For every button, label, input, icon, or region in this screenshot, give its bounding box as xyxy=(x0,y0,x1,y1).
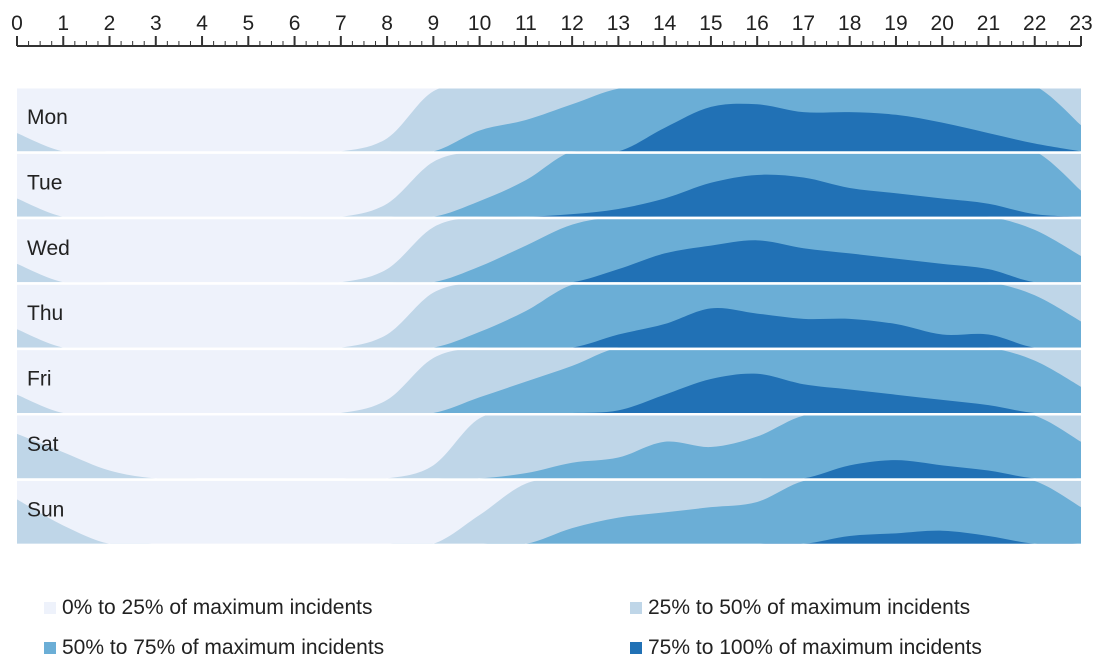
axis-tick-label: 19 xyxy=(884,12,907,35)
day-row-mon xyxy=(17,86,1081,152)
axis-tick-label: 11 xyxy=(515,12,537,35)
band-area-3 xyxy=(525,478,1081,544)
axis-tick-label: 5 xyxy=(242,12,254,35)
legend-label-band-2: 25% to 50% of maximum incidents xyxy=(648,596,971,619)
axis-tick-label: 4 xyxy=(196,12,208,35)
axis-tick-label: 2 xyxy=(104,12,116,35)
band-area-4 xyxy=(17,240,1081,283)
axis-tick-label: 0 xyxy=(11,12,23,35)
axis-tick-label: 17 xyxy=(792,12,815,35)
day-row-tue xyxy=(17,151,1081,217)
axis-tick-label: 18 xyxy=(838,12,861,35)
band-area-4 xyxy=(803,530,1035,544)
legend-swatch-band-1 xyxy=(44,602,56,614)
day-row-sun xyxy=(17,478,1081,544)
day-row-fri xyxy=(17,347,1081,414)
axis-tick-label: 9 xyxy=(428,12,440,35)
axis-tick-label: 13 xyxy=(607,12,630,35)
axis-tick-label: 20 xyxy=(931,12,954,35)
band-area-4 xyxy=(17,308,1081,348)
legend-swatch-band-2 xyxy=(630,602,642,614)
axis-tick-label: 14 xyxy=(653,12,677,35)
legend-item-band-1: 0% to 25% of maximum incidents xyxy=(44,596,372,620)
axis-tick-label: 15 xyxy=(699,12,722,35)
day-label: Fri xyxy=(27,368,52,391)
axis-tick-label: 3 xyxy=(150,12,162,35)
day-label: Sun xyxy=(27,498,64,521)
axis-tick-label: 6 xyxy=(289,12,301,35)
band-area-4 xyxy=(17,103,1081,152)
axis-tick-label: 12 xyxy=(560,12,583,35)
day-label: Mon xyxy=(27,106,68,129)
legend-item-band-2: 25% to 50% of maximum incidents xyxy=(630,596,970,620)
horizon-chart: 0 1 2 3 4 5 6 7 8 9 10 11 12 13 14 15 16 17 18 19 20 21 22 23 M… xyxy=(11,12,1093,544)
legend-item-band-4: 75% to 100% of maximum incidents xyxy=(630,636,982,660)
day-row-thu xyxy=(17,282,1081,348)
legend-label-band-4: 75% to 100% of maximum incidents xyxy=(648,636,982,659)
hour-axis: 0 1 2 3 4 5 6 7 8 9 10 11 12 13 14 15 16 17 18 19 20 21 22 23 xyxy=(11,12,1093,47)
axis-tick-label: 16 xyxy=(745,12,768,35)
day-label: Sat xyxy=(27,433,59,456)
day-row-wed xyxy=(17,216,1081,283)
axis-tick-label: 8 xyxy=(381,12,393,35)
band-area-4 xyxy=(17,460,1081,479)
band-area-3 xyxy=(17,413,1081,479)
legend-label-band-3: 50% to 75% of maximum incidents xyxy=(62,636,385,659)
legend-swatch-band-4 xyxy=(630,642,642,654)
day-label: Wed xyxy=(27,237,70,260)
legend: 0% to 25% of maximum incidents 25% to 50… xyxy=(0,590,1104,671)
day-label: Thu xyxy=(27,302,63,325)
axis-tick-label: 22 xyxy=(1023,12,1046,35)
day-row-sat xyxy=(17,413,1081,479)
day-label: Tue xyxy=(27,171,62,194)
band-area-4 xyxy=(17,373,1081,414)
axis-tick-label: 23 xyxy=(1069,12,1092,35)
axis-tick-label: 7 xyxy=(335,12,347,35)
axis-tick-label: 1 xyxy=(57,12,69,35)
day-rows: Mon Tue Wed Thu Fri Sat Sun xyxy=(17,86,1081,544)
legend-label-band-1: 0% to 25% of maximum incidents xyxy=(62,596,373,619)
legend-swatch-band-3 xyxy=(44,642,56,654)
axis-tick-label: 21 xyxy=(977,12,1000,35)
axis-tick-label: 10 xyxy=(468,12,491,35)
legend-item-band-3: 50% to 75% of maximum incidents xyxy=(44,636,384,660)
band-area-4 xyxy=(525,174,1081,217)
